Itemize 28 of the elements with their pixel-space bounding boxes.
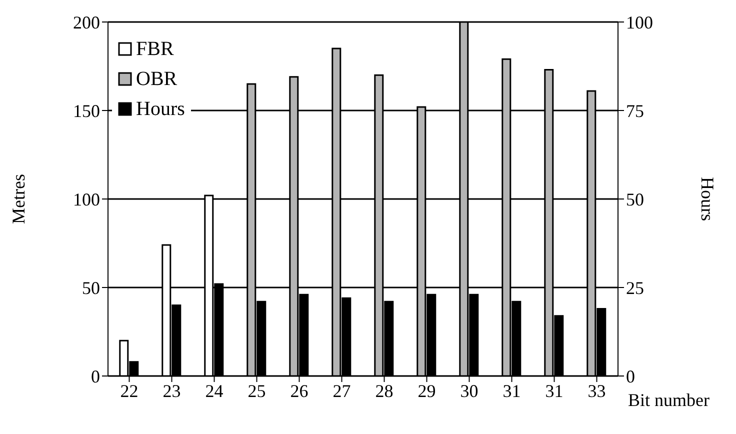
y2-tick-label: 50: [626, 189, 644, 210]
y-axis-title: Metres: [8, 174, 28, 224]
x-tick-label: 27: [332, 380, 351, 401]
y-tick-label: 150: [73, 100, 100, 121]
y-tick-label: 0: [91, 366, 100, 386]
x-tick-label: 24: [205, 380, 224, 401]
x-tick-label: 30: [460, 380, 478, 401]
x-tick-label: 26: [290, 380, 308, 401]
x-tick-label: 31: [502, 380, 521, 401]
x-tick-label: 22: [120, 380, 138, 401]
x-tick-label: 33: [588, 380, 606, 401]
y-tick-label: 200: [73, 12, 100, 32]
x-tick-label: 28: [375, 380, 394, 401]
legend-label: Hours: [136, 97, 185, 122]
x-tick-label: 31: [545, 380, 564, 401]
x-tick-label: 23: [162, 380, 181, 401]
legend-label: OBR: [136, 67, 178, 92]
y-tick-label: 100: [73, 189, 100, 210]
legend-label: FBR: [136, 37, 174, 62]
y2-tick-label: 0: [626, 366, 635, 386]
y2-tick-label: 25: [626, 278, 644, 298]
y-tick-label: 50: [82, 278, 100, 298]
x-tick-label: 29: [418, 380, 436, 401]
y2-tick-label: 75: [626, 100, 644, 121]
x-tick-label: 25: [248, 380, 266, 401]
x-axis-title: Bit number: [628, 390, 710, 411]
y2-axis-title: Hours: [698, 177, 718, 221]
y2-tick-label: 100: [626, 12, 653, 32]
